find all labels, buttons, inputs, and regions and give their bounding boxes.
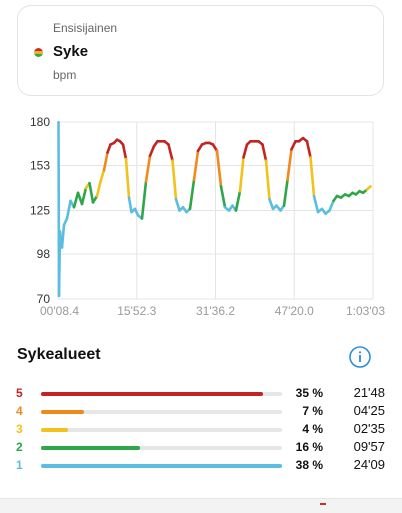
- primary-metric-card[interactable]: Ensisijainen Syke bpm: [17, 5, 384, 96]
- zone-duration: 04'25: [353, 403, 385, 418]
- heart-rate-line-segment: [57, 230, 62, 298]
- y-tick-label: 153: [30, 158, 50, 172]
- zone-duration: 09'57: [353, 439, 385, 454]
- zone-percent: 35 %: [295, 386, 323, 400]
- heart-rate-line-segment: [261, 143, 268, 162]
- x-tick-label: 1:03'03: [346, 304, 385, 318]
- zone-bar-track: [41, 392, 282, 396]
- heart-rate-line-segment: [215, 149, 223, 188]
- zone-number: 4: [16, 404, 23, 418]
- zone-percent: 38 %: [295, 458, 323, 472]
- heart-rate-line-segment: [238, 156, 245, 193]
- zones-title: Sykealueet: [17, 346, 101, 363]
- heart-rate-line-segment: [282, 178, 289, 207]
- zone-number: 2: [16, 440, 23, 454]
- heart-rate-line-segment: [268, 197, 275, 211]
- heart-rate-line-segment: [312, 194, 320, 214]
- zone-bar-fill: [41, 464, 282, 468]
- heart-rate-line-segment: [88, 181, 95, 204]
- zone-duration: 02'35: [353, 421, 385, 436]
- heart-rate-line-segment: [192, 149, 200, 182]
- heart-rate-line-segment: [290, 140, 297, 151]
- metric-name: Syke: [53, 43, 89, 60]
- zone-bar-track: [41, 410, 282, 414]
- heart-rate-line-segment: [242, 143, 249, 159]
- heart-rate-line-segment: [286, 148, 293, 182]
- zone-bar-fill: [41, 446, 140, 450]
- zone-bar-fill: [41, 428, 68, 432]
- zone-percent: 4 %: [302, 422, 323, 436]
- y-tick-label: 98: [37, 247, 51, 261]
- info-icon[interactable]: [349, 346, 371, 368]
- heart-rate-line-segment: [121, 143, 128, 161]
- zone-bar-fill: [41, 392, 263, 396]
- zone-row-1[interactable]: 1 38 % 24'09: [0, 457, 402, 475]
- y-tick-label: 70: [37, 292, 51, 306]
- bottom-indicator: [320, 503, 326, 505]
- heart-rate-line-segment: [140, 180, 148, 220]
- heart-rate-line-segment: [106, 143, 112, 154]
- heart-rate-line-segment: [365, 185, 372, 191]
- metric-unit: bpm: [53, 68, 77, 82]
- zone-duration: 24'09: [353, 457, 385, 472]
- heart-rate-line-segment: [148, 144, 156, 158]
- zone-bar-fill: [41, 410, 85, 414]
- bottom-bar: [0, 498, 402, 513]
- zone-row-5[interactable]: 5 35 % 21'48: [0, 385, 402, 403]
- zone-duration: 21'48: [353, 385, 385, 400]
- card-eyebrow: Ensisijainen: [53, 21, 118, 35]
- heart-rate-line-segment: [99, 168, 106, 183]
- heart-rate-line-segment: [174, 197, 181, 212]
- x-tick-label: 15'52.3: [117, 304, 156, 318]
- zone-row-2[interactable]: 2 16 % 09'57: [0, 439, 402, 457]
- heart-rate-line-segment: [188, 178, 196, 211]
- zone-percent: 7 %: [302, 404, 323, 418]
- heart-rate-line-segment: [72, 191, 80, 209]
- heart-rate-line-segment: [305, 140, 312, 159]
- heart-rate-line-segment: [309, 156, 316, 198]
- zone-percent: 16 %: [295, 440, 323, 454]
- heart-rate-line-segment: [127, 196, 133, 214]
- zone-number: 1: [16, 458, 23, 472]
- heart-rate-line-segment: [264, 159, 271, 201]
- zone-color-dot-icon: [34, 48, 43, 57]
- heart-rate-line-segment: [124, 157, 131, 199]
- zone-bar-track: [41, 428, 282, 432]
- heart-rate-line-segment: [60, 223, 66, 249]
- zone-row-4[interactable]: 4 7 % 04'25: [0, 403, 402, 421]
- zone-number: 5: [16, 386, 23, 400]
- y-tick-label: 180: [30, 115, 50, 129]
- heart-rate-line-segment: [219, 185, 227, 209]
- heart-rate-line-segment: [234, 189, 242, 212]
- y-tick-label: 125: [30, 204, 50, 218]
- x-tick-label: 00'08.4: [40, 304, 79, 318]
- heart-rate-line-segment: [171, 159, 178, 201]
- heart-rate-line-segment: [65, 199, 72, 220]
- zone-row-3[interactable]: 3 4 % 02'35: [0, 421, 402, 439]
- zone-bar-track: [41, 446, 282, 450]
- zone-bar-track: [41, 464, 282, 468]
- heart-rate-line-segment: [95, 180, 102, 198]
- heart-rate-line-segment: [167, 143, 174, 162]
- x-tick-label: 31'36.2: [196, 304, 235, 318]
- heart-rate-line-segment: [144, 154, 152, 183]
- heart-rate-line-segment: [80, 186, 88, 206]
- heart-rate-line-segment: [328, 199, 335, 212]
- x-tick-label: 47'20.0: [275, 304, 314, 318]
- zone-number: 3: [16, 422, 23, 436]
- heart-rate-line-segment: [102, 151, 109, 172]
